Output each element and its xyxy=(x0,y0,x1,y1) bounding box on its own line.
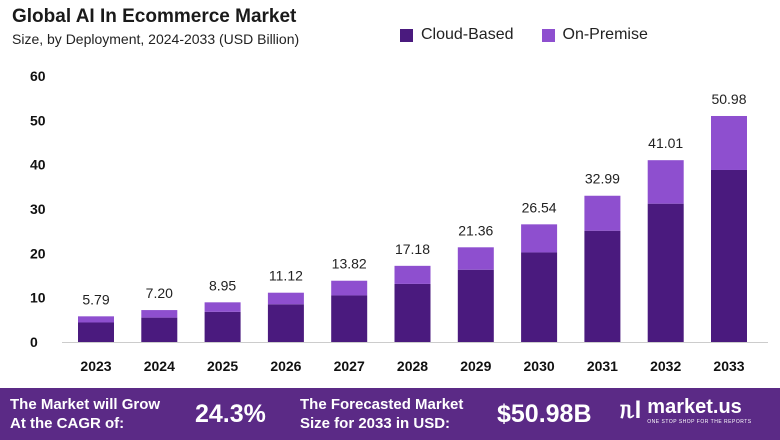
x-tick-label-2023: 2023 xyxy=(80,358,111,374)
x-tick-label-2026: 2026 xyxy=(270,358,301,374)
bar-on-premise-2031 xyxy=(584,195,621,231)
x-tick-label-2029: 2029 xyxy=(460,358,491,374)
footer-banner: The Market will Grow At the CAGR of: 24.… xyxy=(0,388,780,440)
legend-swatch-on-premise xyxy=(541,28,555,42)
data-label-2031: 32.99 xyxy=(585,171,620,187)
brand-text: market.us ONE STOP SHOP FOR THE REPORTS xyxy=(647,396,751,425)
cagr-label: The Market will Grow At the CAGR of: xyxy=(10,395,160,433)
data-label-2026: 11.12 xyxy=(269,268,303,284)
bar-on-premise-2029 xyxy=(457,247,494,270)
brand-name: market.us xyxy=(647,396,742,418)
x-tick-label-2030: 2030 xyxy=(524,358,555,374)
bar-cloud-based-2025 xyxy=(204,311,241,342)
y-tick-label: 30 xyxy=(30,201,46,217)
bar-cloud-based-2029 xyxy=(457,269,494,342)
data-label-2032: 41.01 xyxy=(648,135,683,151)
data-label-2033: 50.98 xyxy=(711,91,746,107)
bar-on-premise-2032 xyxy=(647,160,684,204)
legend-item-on-premise: On-Premise xyxy=(541,26,648,44)
bar-cloud-based-2031 xyxy=(584,230,621,342)
y-tick-label: 50 xyxy=(30,112,46,128)
data-label-2028: 17.18 xyxy=(395,241,430,257)
cagr-value: 24.3% xyxy=(195,400,266,428)
data-label-2025: 8.95 xyxy=(209,277,236,293)
x-tick-label-2027: 2027 xyxy=(334,358,365,374)
forecast-label-line2: Size for 2033 in USD: xyxy=(300,415,451,432)
bar-on-premise-2027 xyxy=(331,280,368,296)
legend: Cloud-Based On-Premise xyxy=(400,26,648,44)
bar-on-premise-2030 xyxy=(521,224,558,253)
forecast-value: $50.98B xyxy=(497,400,592,428)
bar-on-premise-2028 xyxy=(394,265,431,284)
y-tick-label: 0 xyxy=(30,334,38,350)
brand-mark-icon: ᥰl xyxy=(620,396,642,424)
x-tick-label-2033: 2033 xyxy=(713,358,744,374)
data-label-2030: 26.54 xyxy=(522,199,557,215)
legend-label-cloud-based: Cloud-Based xyxy=(421,26,514,43)
bar-on-premise-2025 xyxy=(204,302,241,312)
legend-label-on-premise: On-Premise xyxy=(562,26,648,43)
y-tick-label: 60 xyxy=(30,68,46,84)
bar-on-premise-2033 xyxy=(711,115,747,170)
bar-cloud-based-2024 xyxy=(141,317,178,342)
forecast-label: The Forecasted Market Size for 2033 in U… xyxy=(300,395,463,433)
chart-subtitle: Size, by Deployment, 2024-2033 (USD Bill… xyxy=(12,31,300,47)
chart-title: Global AI In Ecommerce Market xyxy=(12,6,297,27)
data-label-2024: 7.20 xyxy=(146,285,173,301)
bar-cloud-based-2027 xyxy=(331,295,368,342)
y-tick-label: 10 xyxy=(30,290,46,306)
bar-cloud-based-2023 xyxy=(78,322,114,342)
bar-cloud-based-2026 xyxy=(267,304,304,342)
x-tick-label-2028: 2028 xyxy=(397,358,428,374)
y-tick-label: 20 xyxy=(30,245,46,261)
data-label-2023: 5.79 xyxy=(82,291,109,307)
x-tick-label-2025: 2025 xyxy=(207,358,238,374)
bar-chart: 01020304050605.7920237.2020248.95202511.… xyxy=(30,68,768,374)
bar-cloud-based-2033 xyxy=(711,169,747,342)
data-label-2029: 21.36 xyxy=(458,222,493,238)
bar-on-premise-2026 xyxy=(267,292,304,305)
cagr-label-line2: At the CAGR of: xyxy=(10,415,125,432)
bar-on-premise-2023 xyxy=(78,316,114,323)
bar-cloud-based-2030 xyxy=(521,252,558,342)
legend-item-cloud-based: Cloud-Based xyxy=(400,26,514,44)
x-tick-label-2024: 2024 xyxy=(144,358,175,374)
bar-on-premise-2024 xyxy=(141,310,178,318)
forecast-label-line1: The Forecasted Market xyxy=(300,396,464,413)
brand-logo: ᥰl market.us ONE STOP SHOP FOR THE REPOR… xyxy=(620,396,752,425)
bar-cloud-based-2028 xyxy=(394,283,431,342)
legend-swatch-cloud-based xyxy=(400,28,413,42)
bar-cloud-based-2032 xyxy=(647,203,684,342)
x-tick-label-2032: 2032 xyxy=(650,358,681,374)
x-tick-label-2031: 2031 xyxy=(587,358,618,374)
data-label-2027: 13.82 xyxy=(332,256,367,272)
y-tick-label: 40 xyxy=(30,157,46,173)
cagr-label-line1: The Market will Grow xyxy=(10,396,161,413)
brand-tagline: ONE STOP SHOP FOR THE REPORTS xyxy=(647,419,752,425)
